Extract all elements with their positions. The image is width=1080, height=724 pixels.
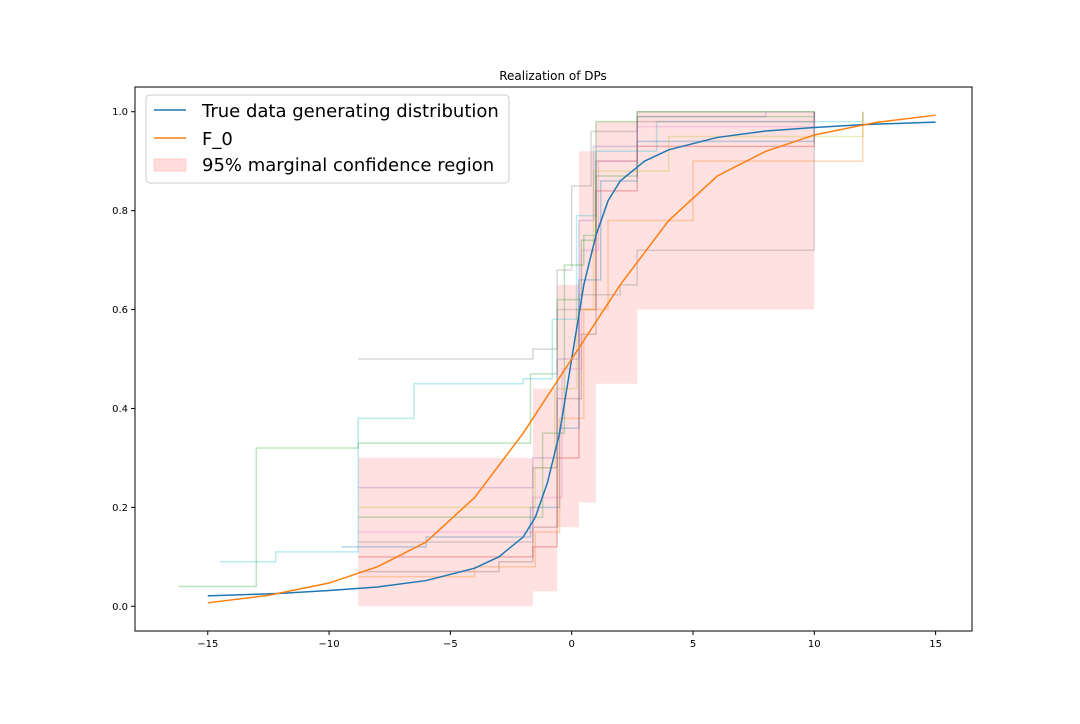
confidence-region-band — [358, 111, 815, 607]
dp-realization-8 — [358, 111, 816, 533]
dp-realization-11 — [358, 110, 815, 519]
x-tick-label: 0 — [569, 639, 575, 650]
y-tick-label: 0.2 — [112, 503, 128, 514]
dp-realization-7 — [358, 111, 864, 509]
dp-realization-9 — [358, 111, 767, 489]
plot-area — [178, 110, 936, 607]
x-tick-label: −10 — [319, 639, 340, 650]
dp-realization-10 — [358, 111, 864, 578]
legend-swatch-confidence-region — [153, 158, 187, 172]
x-tick-label: −5 — [443, 639, 458, 650]
dp-realization-4 — [358, 111, 816, 558]
chart-title: Realization of DPs — [499, 69, 607, 83]
legend-label-f0: F_0 — [202, 129, 233, 150]
series-f0 — [207, 114, 936, 604]
dp-realization-3 — [358, 110, 815, 360]
x-tick-label: −15 — [197, 639, 218, 650]
axes-frame — [134, 86, 973, 632]
x-tick-label: 5 — [690, 639, 696, 650]
dp-realization-5 — [358, 111, 816, 573]
x-tick-label: 15 — [929, 639, 942, 650]
dp-realization-6 — [341, 111, 816, 548]
y-tick-label: 0.4 — [112, 404, 128, 415]
legend-label-true-distribution: True data generating distribution — [201, 101, 499, 122]
dp-realization-2 — [219, 111, 864, 563]
y-tick-label: 1.0 — [112, 107, 128, 118]
legend-frame — [145, 94, 510, 184]
y-tick-label: 0.8 — [112, 206, 128, 217]
y-tick-label: 0.6 — [112, 305, 128, 316]
y-tick-label: 0.0 — [112, 602, 128, 613]
legend-label-confidence-region: 95% marginal confidence region — [202, 155, 494, 176]
dp-realization-12 — [358, 111, 816, 543]
legend: True data generating distribution F_0 95… — [145, 94, 510, 184]
x-tick-label: 10 — [808, 639, 821, 650]
axes: −15 −10 −5 0 5 10 15 0.0 0.2 0.4 0.6 0.8 1.0 — [112, 86, 973, 650]
dp-realization-1 — [178, 111, 816, 588]
